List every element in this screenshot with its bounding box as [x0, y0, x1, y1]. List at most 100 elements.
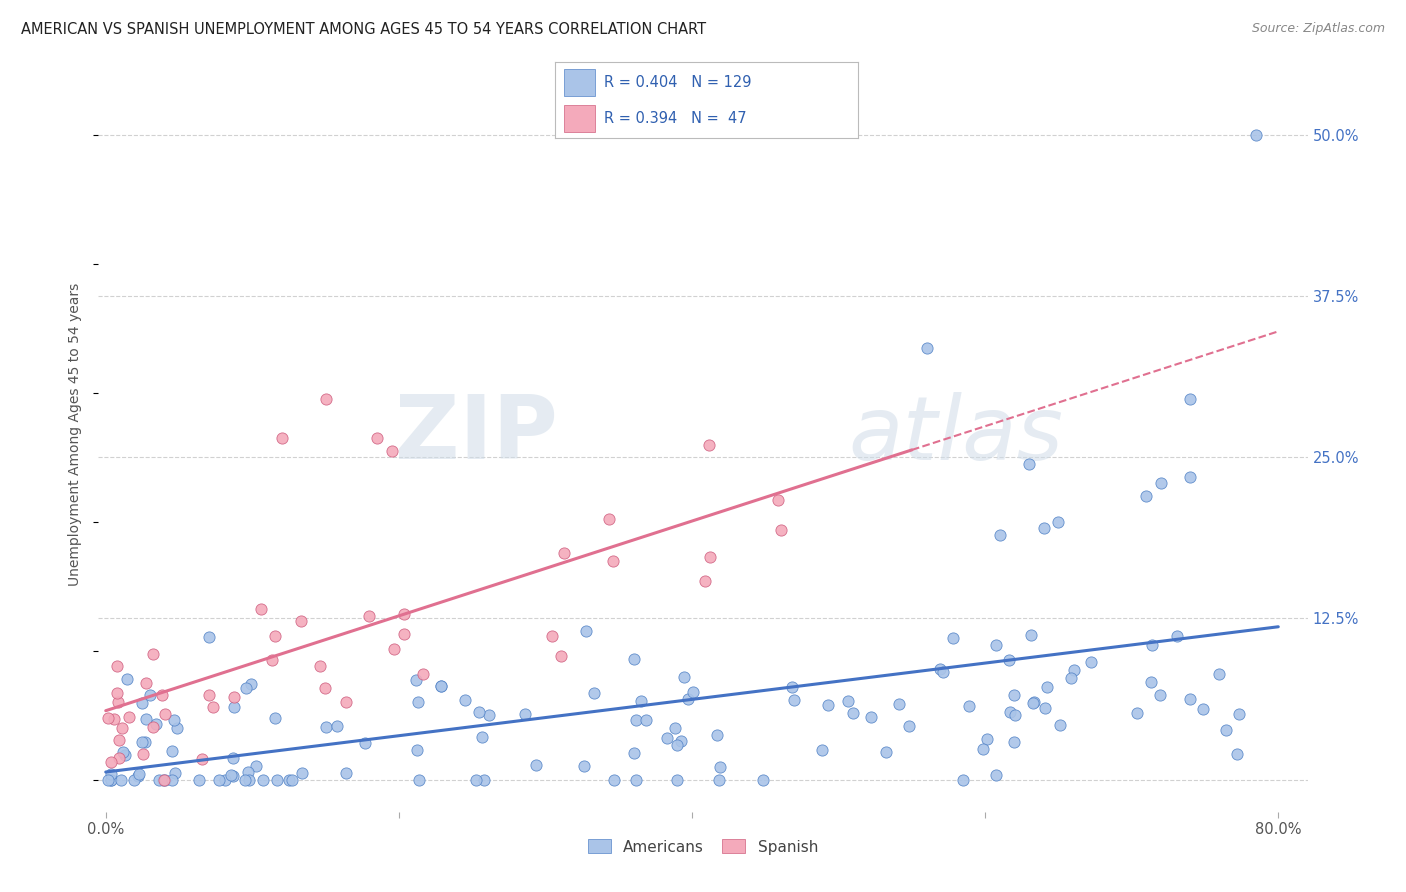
- Point: [889, 698, 911, 712]
- Point: [837, 693, 859, 707]
- Point: [118, 710, 141, 724]
- Point: [1215, 723, 1237, 738]
- Point: [932, 665, 955, 679]
- Point: [354, 737, 377, 751]
- Point: [553, 546, 575, 560]
- Point: [699, 549, 721, 564]
- Point: [1226, 747, 1249, 761]
- Point: [1022, 694, 1045, 708]
- Point: [239, 676, 262, 690]
- Point: [574, 624, 596, 638]
- Point: [1063, 663, 1085, 677]
- Text: R = 0.404   N = 129: R = 0.404 N = 129: [603, 75, 751, 90]
- Text: AMERICAN VS SPANISH UNEMPLOYMENT AMONG AGES 45 TO 54 YEARS CORRELATION CHART: AMERICAN VS SPANISH UNEMPLOYMENT AMONG A…: [21, 22, 706, 37]
- Point: [976, 731, 998, 746]
- Point: [623, 746, 645, 760]
- Point: [250, 602, 273, 616]
- Point: [1246, 128, 1268, 143]
- Point: [264, 629, 287, 643]
- Point: [1004, 707, 1026, 722]
- Point: [467, 705, 489, 719]
- Point: [405, 673, 427, 687]
- Point: [1150, 476, 1173, 491]
- Point: [153, 772, 176, 787]
- Point: [100, 772, 122, 787]
- Bar: [564, 105, 595, 132]
- Point: [1080, 655, 1102, 669]
- Point: [214, 772, 236, 787]
- Point: [986, 638, 1008, 652]
- Point: [235, 772, 257, 787]
- Point: [278, 772, 301, 787]
- Point: [224, 690, 246, 705]
- Point: [602, 554, 624, 568]
- Point: [132, 747, 155, 761]
- Point: [430, 680, 453, 694]
- Point: [842, 706, 865, 721]
- Text: R = 0.394   N =  47: R = 0.394 N = 47: [603, 111, 747, 126]
- Point: [429, 680, 451, 694]
- Point: [238, 772, 260, 787]
- Point: [572, 759, 595, 773]
- Point: [672, 670, 695, 684]
- Point: [335, 765, 357, 780]
- Point: [108, 733, 131, 747]
- Point: [1227, 707, 1250, 722]
- Point: [624, 772, 647, 787]
- Point: [139, 688, 162, 702]
- Point: [266, 772, 288, 787]
- Point: [412, 667, 434, 681]
- Point: [108, 751, 131, 765]
- Point: [191, 752, 214, 766]
- Point: [142, 720, 165, 734]
- Point: [1142, 639, 1164, 653]
- Point: [598, 511, 620, 525]
- Point: [811, 742, 834, 756]
- Point: [693, 574, 716, 589]
- Point: [770, 523, 793, 537]
- Point: [260, 653, 283, 667]
- Point: [897, 718, 920, 732]
- Point: [394, 627, 416, 641]
- Point: [100, 772, 122, 787]
- Point: [187, 772, 209, 787]
- Point: [315, 392, 337, 407]
- Point: [636, 713, 658, 727]
- Point: [952, 772, 974, 787]
- Point: [221, 769, 243, 783]
- Point: [541, 629, 564, 643]
- Point: [1192, 702, 1215, 716]
- Point: [1180, 469, 1202, 483]
- Point: [972, 742, 994, 756]
- Point: [709, 759, 731, 773]
- Point: [984, 768, 1007, 782]
- Bar: [564, 69, 595, 95]
- Point: [105, 659, 128, 673]
- Point: [202, 700, 225, 714]
- Point: [235, 681, 257, 695]
- Point: [550, 648, 572, 663]
- Point: [208, 772, 231, 787]
- Point: [697, 438, 720, 452]
- Point: [127, 769, 149, 783]
- Point: [1019, 628, 1042, 642]
- Point: [664, 721, 686, 735]
- Point: [153, 706, 176, 721]
- Point: [314, 681, 336, 695]
- Point: [1135, 489, 1157, 503]
- Point: [270, 431, 292, 445]
- Point: [198, 688, 221, 702]
- Point: [111, 745, 134, 759]
- Point: [706, 728, 728, 742]
- Point: [1047, 515, 1070, 529]
- Point: [131, 696, 153, 710]
- Point: [1022, 696, 1045, 710]
- Point: [1180, 692, 1202, 706]
- Point: [988, 527, 1011, 541]
- Point: [145, 717, 167, 731]
- Point: [665, 772, 688, 787]
- Point: [875, 745, 897, 759]
- Point: [100, 767, 122, 781]
- Point: [105, 686, 128, 700]
- Point: [380, 444, 402, 458]
